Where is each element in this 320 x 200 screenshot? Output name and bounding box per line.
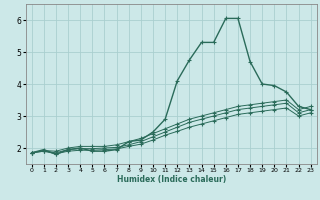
X-axis label: Humidex (Indice chaleur): Humidex (Indice chaleur) [116, 175, 226, 184]
